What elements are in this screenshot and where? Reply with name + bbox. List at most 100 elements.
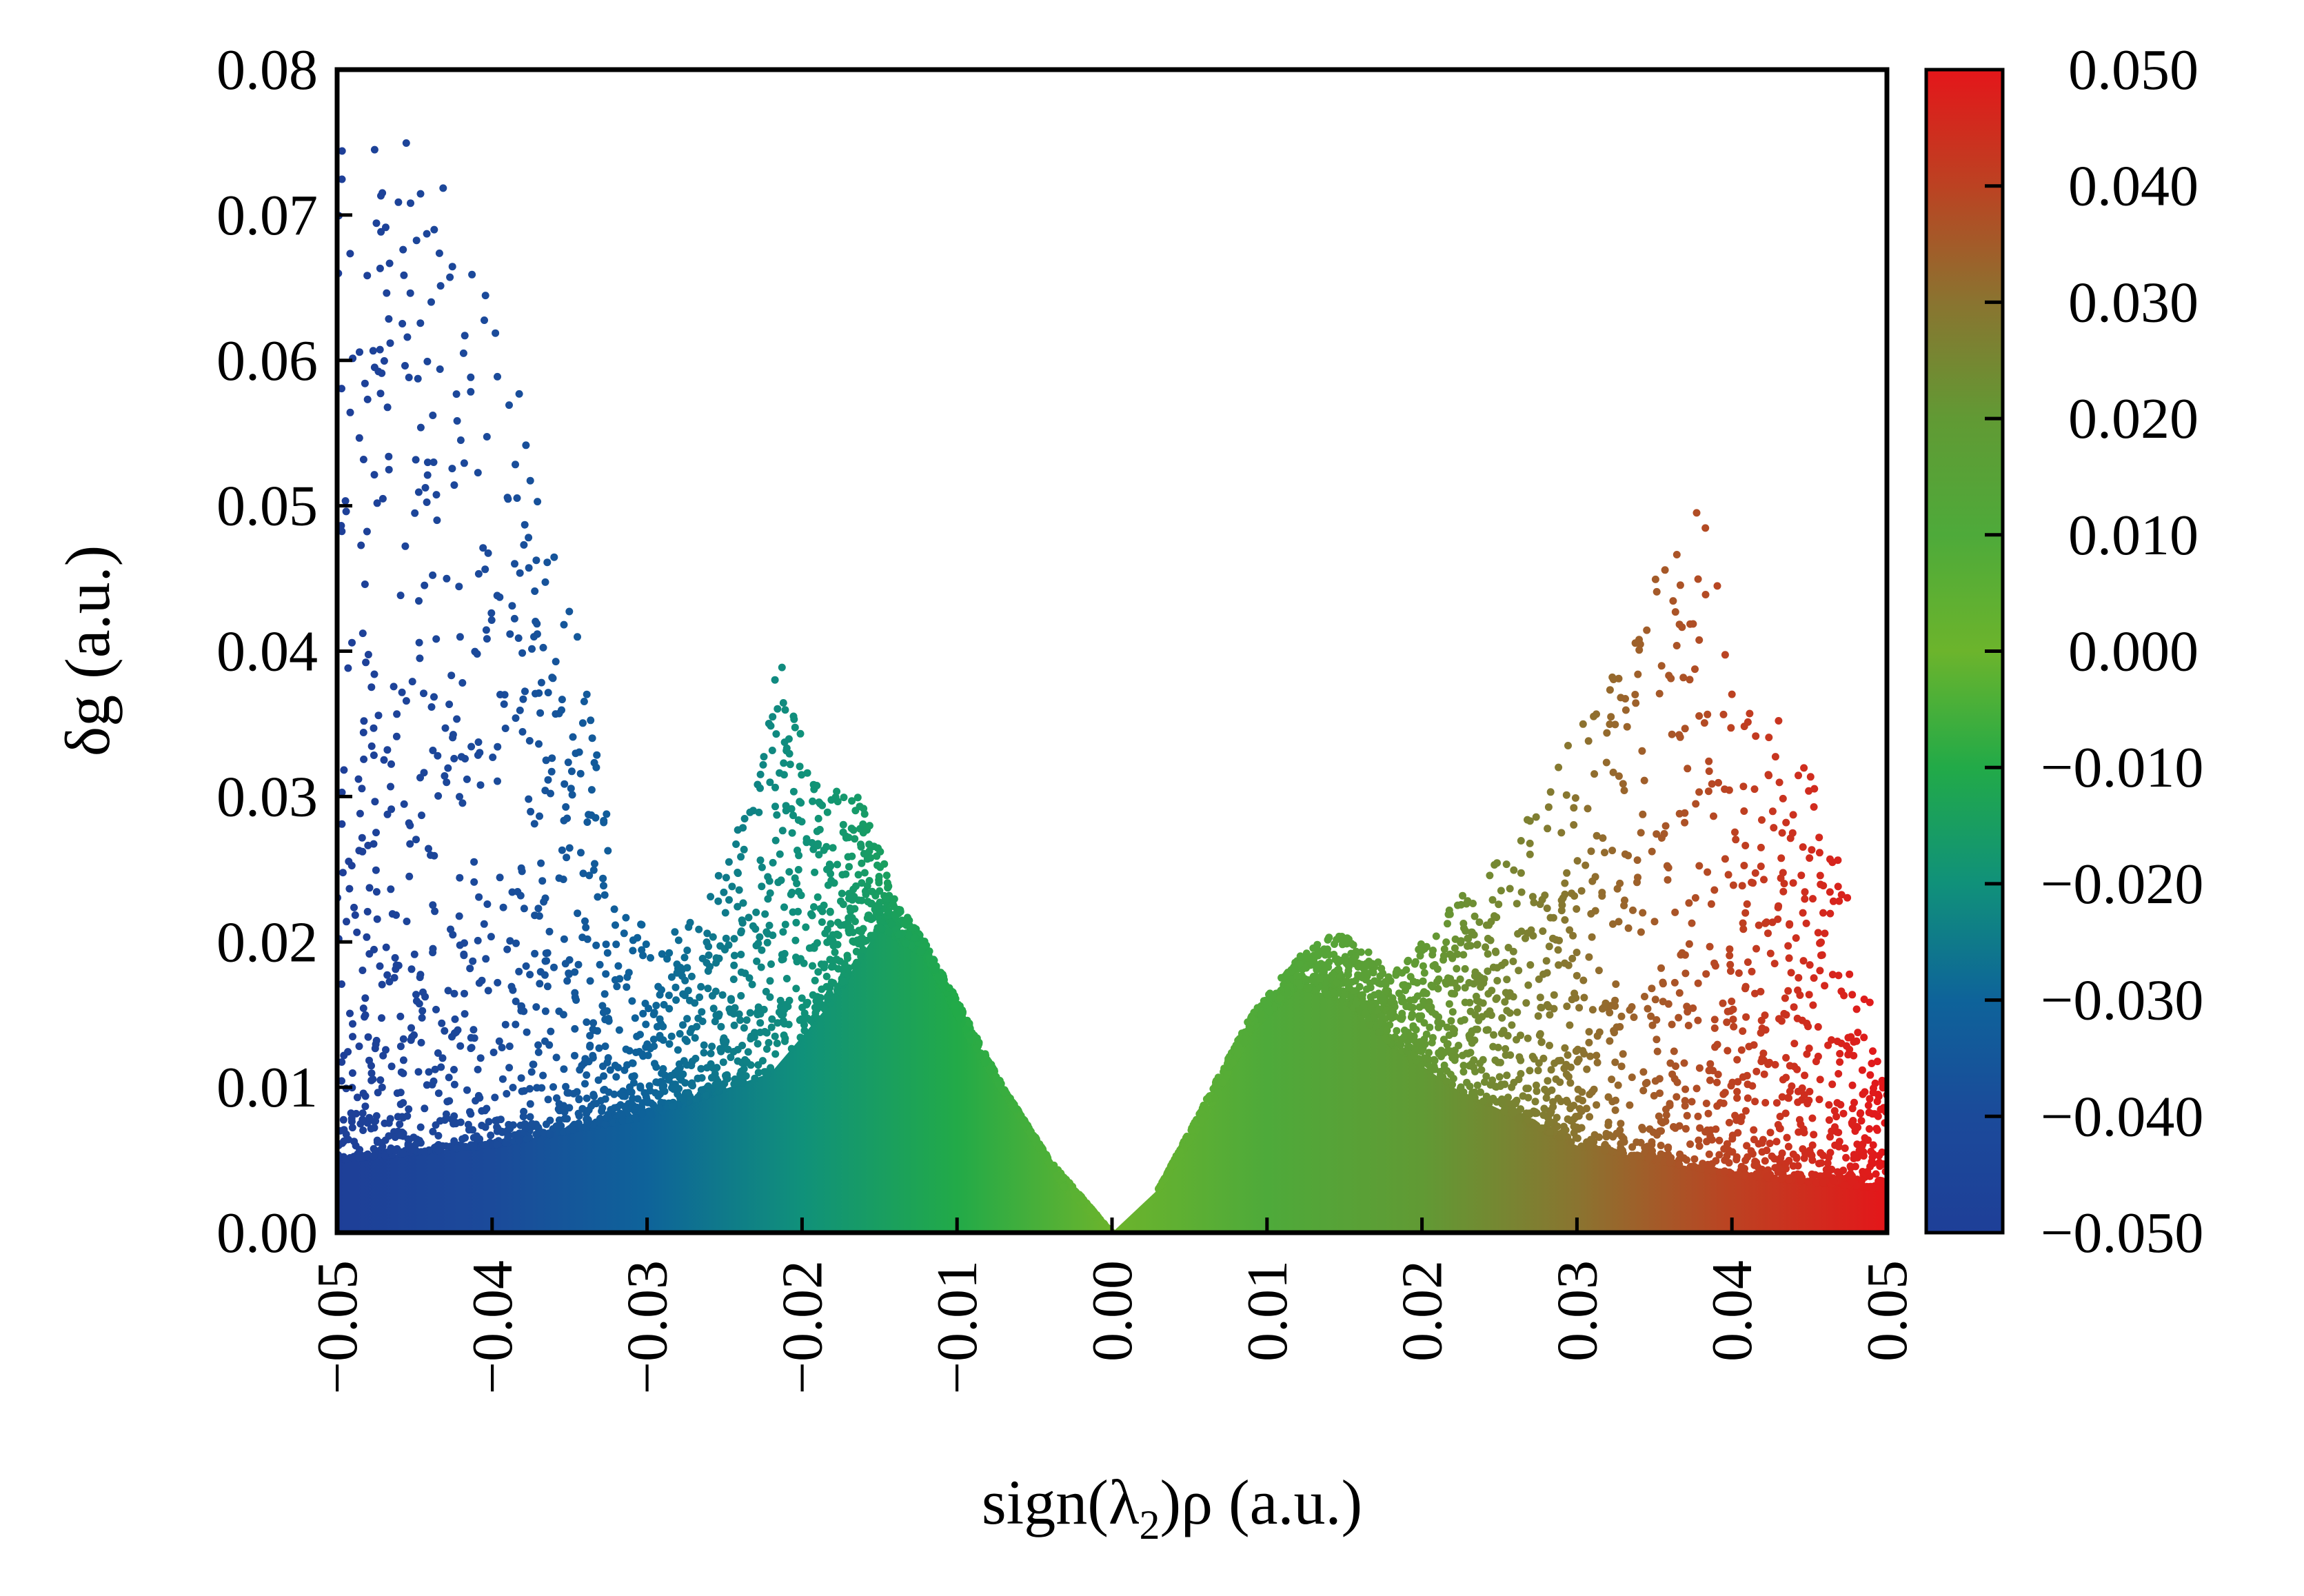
scatter-point [1564,742,1572,749]
scatter-point [1744,958,1752,967]
scatter-point [1265,1007,1273,1016]
scatter-point [1806,961,1814,969]
scatter-point [1748,1150,1757,1158]
scatter-point [1653,1036,1661,1044]
scatter-point [1328,971,1336,980]
scatter-point [358,1109,367,1118]
scatter-point [425,845,432,853]
scatter-point [1293,971,1302,980]
scatter-point [1750,785,1759,794]
scatter-point [1488,896,1497,904]
scatter-point [1729,1005,1737,1013]
scatter-point [1604,1093,1613,1101]
scatter-point [1621,695,1629,703]
scatter-point [768,1015,776,1023]
scatter-point [456,793,463,801]
scatter-point [599,1062,607,1071]
scatter-point [1448,952,1457,960]
scatter-point [762,1045,771,1053]
scatter-point [543,982,552,991]
scatter-point [410,950,418,958]
scatter-point [962,1026,970,1034]
scatter-point [370,945,378,953]
scatter-point [1486,936,1495,945]
scatter-point [1540,1104,1548,1113]
scatter-point [351,911,359,919]
scatter-point [1805,1044,1813,1053]
scatter-point [1510,1109,1517,1117]
scatter-point [1829,897,1837,905]
scatter-point [1539,927,1547,936]
scatter-point [1648,1021,1657,1029]
scatter-point [1322,978,1330,987]
scatter-point [1859,1140,1867,1149]
scatter-point [544,776,552,784]
scatter-point [1593,1058,1601,1067]
scatter-point [1467,1029,1475,1038]
scatter-point [372,1040,380,1049]
scatter-point [552,1053,560,1062]
scatter-point [1174,1151,1182,1158]
scatter-point [443,574,451,583]
scatter-point [511,560,518,568]
scatter-point [911,933,919,942]
scatter-point [1850,1038,1858,1046]
scatter-point [398,320,407,327]
scatter-point [1556,1078,1564,1087]
scatter-point [674,1046,682,1054]
scatter-point [890,902,898,911]
scatter-point [1464,935,1473,943]
scatter-point [1781,1109,1790,1118]
scatter-point [1681,809,1689,817]
scatter-point [1535,975,1543,983]
scatter-point [746,808,754,816]
scatter-point [711,1018,719,1026]
scatter-point [595,1044,603,1052]
scatter-point [1741,984,1749,993]
scatter-point [522,441,530,449]
scatter-point [441,772,449,780]
scatter-point [1497,1029,1506,1038]
scatter-point [650,1042,658,1050]
scatter-point [781,1037,789,1045]
scatter-point [1635,646,1644,654]
scatter-point [1638,747,1646,755]
scatter-point [816,1000,825,1008]
scatter-point [1858,1066,1866,1074]
scatter-point [1587,847,1595,856]
scatter-point [1564,1051,1572,1059]
scatter-point [520,905,528,913]
scatter-point [471,647,479,656]
scatter-point [1567,1063,1575,1071]
scatter-point [1768,918,1777,927]
scatter-point [569,733,577,741]
scatter-point [1689,620,1697,628]
scatter-point [1750,1126,1758,1134]
scatter-point [356,809,364,818]
scatter-point [1797,1176,1806,1184]
scatter-point [973,1044,981,1053]
scatter-point [792,953,800,962]
scatter-point [1755,921,1763,929]
scatter-point [764,929,772,938]
scatter-point [1445,1031,1453,1039]
scatter-point [1424,1003,1432,1011]
scatter-point [450,1066,458,1073]
scatter-point [429,1127,437,1135]
scatter-point [1740,862,1748,869]
scatter-point [1584,805,1592,813]
scatter-point [1437,1071,1444,1079]
scatter-point [550,553,558,561]
scatter-point [1701,591,1710,598]
scatter-point [720,945,729,953]
scatter-point [1830,1107,1839,1115]
scatter-point [1343,977,1351,985]
scatter-point [518,728,527,736]
scatter-point [583,818,592,826]
scatter-point [1873,1126,1881,1134]
scatter-point [1534,1012,1542,1020]
scatter-point [414,1068,423,1076]
scatter-point [694,1014,703,1022]
scatter-point [1764,929,1772,938]
scatter-point [444,987,452,995]
